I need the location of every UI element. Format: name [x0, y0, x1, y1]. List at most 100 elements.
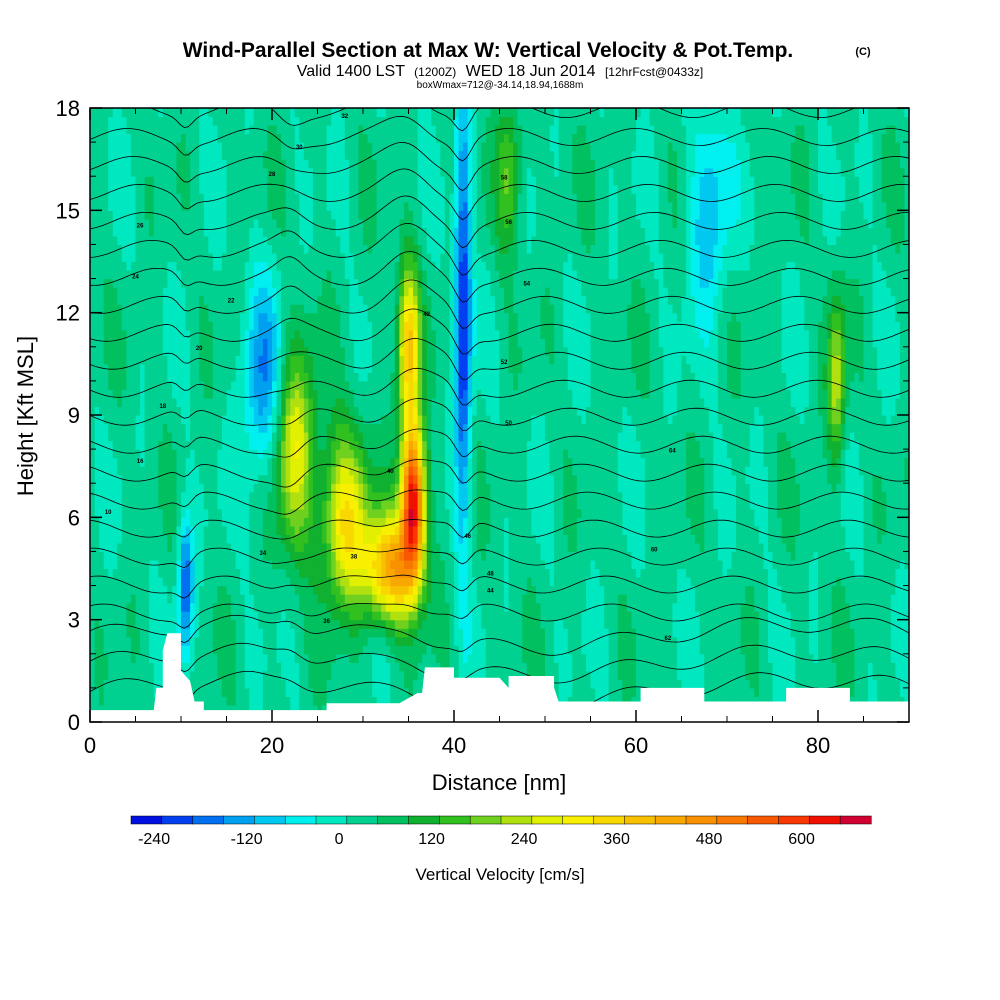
velocity-cell — [331, 500, 337, 510]
velocity-cell — [190, 559, 196, 570]
velocity-cell — [208, 611, 214, 621]
velocity-cell — [267, 687, 273, 698]
velocity-cell — [449, 602, 455, 612]
velocity-cell — [203, 508, 209, 518]
velocity-cell — [290, 602, 296, 612]
velocity-cell — [413, 645, 419, 655]
velocity-cell — [335, 568, 341, 578]
velocity-cell — [617, 534, 623, 544]
velocity-cell — [822, 619, 828, 629]
velocity-cell — [212, 577, 218, 587]
velocity-cell — [276, 585, 282, 595]
velocity-cell — [403, 619, 410, 629]
velocity-cell — [94, 594, 100, 604]
velocity-cell — [394, 542, 400, 553]
velocity-cell — [417, 679, 423, 689]
velocity-cell — [262, 491, 269, 501]
velocity-cell — [695, 602, 701, 612]
velocity-cell — [353, 670, 360, 680]
velocity-cell — [285, 619, 291, 629]
velocity-cell — [808, 551, 815, 561]
velocity-cell — [403, 534, 410, 544]
velocity-cell — [349, 551, 355, 561]
velocity-cell — [645, 602, 651, 612]
velocity-cell — [176, 534, 182, 544]
velocity-cell — [449, 542, 455, 553]
velocity-cell — [476, 662, 482, 672]
velocity-cell — [413, 594, 419, 604]
velocity-cell — [90, 696, 96, 706]
velocity-cell — [99, 500, 105, 510]
velocity-cell — [408, 551, 414, 561]
velocity-cell — [162, 577, 168, 587]
velocity-cell — [99, 704, 105, 715]
velocity-cell — [221, 559, 228, 570]
velocity-cell — [276, 517, 282, 527]
velocity-cell — [763, 551, 769, 561]
velocity-cell — [558, 670, 564, 680]
velocity-cell — [440, 491, 446, 501]
velocity-cell — [244, 602, 250, 612]
velocity-cell — [535, 653, 542, 663]
velocity-cell — [727, 559, 733, 570]
velocity-cell — [585, 517, 592, 527]
velocity-cell — [899, 670, 906, 680]
velocity-cell — [235, 491, 241, 501]
velocity-cell — [626, 611, 633, 621]
velocity-cell — [695, 679, 701, 689]
velocity-cell — [381, 619, 387, 629]
velocity-cell — [494, 483, 501, 493]
velocity-cell — [358, 483, 364, 493]
velocity-cell — [513, 653, 519, 663]
velocity-field — [90, 108, 909, 722]
velocity-cell — [94, 500, 100, 510]
velocity-cell — [763, 670, 769, 680]
velocity-cell — [699, 534, 705, 544]
velocity-cell — [504, 534, 510, 544]
velocity-cell — [572, 559, 578, 570]
velocity-cell — [849, 628, 855, 638]
velocity-cell — [308, 670, 314, 680]
velocity-cell — [490, 568, 496, 578]
velocity-cell — [326, 559, 332, 570]
velocity-cell — [376, 585, 382, 595]
velocity-cell — [240, 645, 246, 655]
velocity-cell — [872, 619, 878, 629]
velocity-cell — [654, 602, 660, 612]
velocity-cell — [868, 611, 874, 621]
velocity-cell — [727, 687, 733, 698]
velocity-cell — [349, 483, 355, 493]
velocity-cell — [344, 483, 350, 493]
velocity-cell — [522, 602, 528, 612]
velocity-cell — [117, 551, 123, 561]
velocity-cell — [567, 653, 573, 663]
velocity-cell — [686, 645, 692, 655]
velocity-cell — [308, 679, 314, 689]
velocity-cell — [290, 611, 296, 621]
velocity-cell — [499, 534, 505, 544]
velocity-cell — [226, 551, 232, 561]
velocity-cell — [117, 577, 123, 587]
velocity-cell — [308, 602, 314, 612]
velocity-cell — [262, 594, 269, 604]
velocity-cell — [117, 670, 123, 680]
velocity-cell — [667, 483, 673, 493]
velocity-cell — [804, 645, 810, 655]
velocity-cell — [454, 534, 460, 544]
velocity-cell — [422, 594, 428, 604]
velocity-cell — [253, 525, 259, 535]
velocity-cell — [663, 585, 669, 595]
velocity-cell — [640, 645, 646, 655]
velocity-cell — [740, 542, 746, 553]
velocity-cell — [767, 500, 774, 510]
velocity-cell — [376, 687, 382, 698]
velocity-cell — [722, 611, 728, 621]
velocity-cell — [408, 602, 414, 612]
velocity-cell — [281, 704, 287, 715]
velocity-cell — [504, 594, 510, 604]
velocity-cell — [899, 551, 906, 561]
velocity-cell — [103, 696, 109, 706]
velocity-cell — [103, 525, 109, 535]
velocity-cell — [517, 636, 523, 646]
velocity-cell — [494, 559, 501, 570]
